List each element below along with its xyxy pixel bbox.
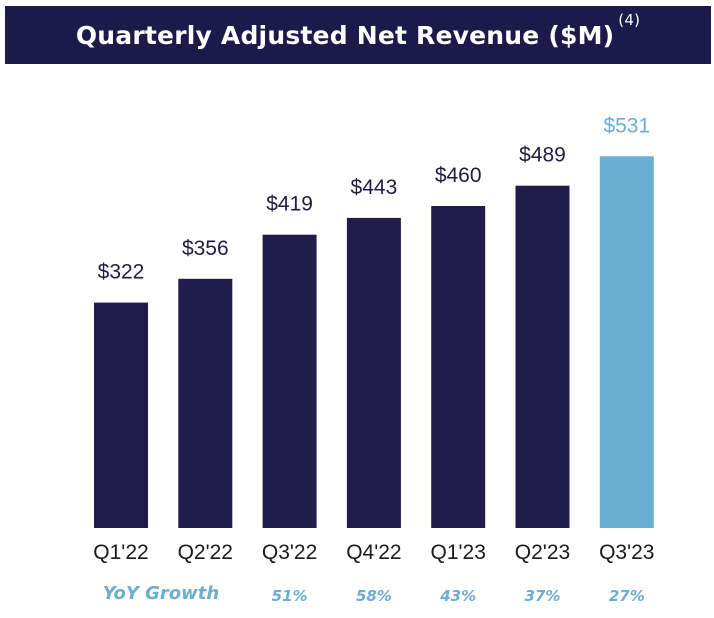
bar-value-label: $443	[351, 176, 398, 199]
bar-value-label: $531	[603, 114, 650, 137]
bar-value-label: $419	[266, 193, 313, 216]
bar	[599, 156, 654, 529]
x-tick-label: Q2'23	[515, 541, 570, 564]
x-tick-label: Q3'23	[599, 541, 654, 564]
chart-title-text: Quarterly Adjusted Net Revenue ($M)	[75, 20, 615, 50]
bar	[515, 185, 570, 528]
yoy-growth-value: 37%	[525, 587, 561, 605]
chart-title-footnote: (4)	[618, 10, 641, 29]
x-tick-label: Q3'22	[262, 541, 317, 564]
x-tick-label: Q4'22	[346, 541, 401, 564]
yoy-growth-title: YoY Growth	[103, 583, 219, 604]
x-tick-label: Q1'22	[93, 541, 148, 564]
yoy-growth-value: 27%	[609, 587, 645, 605]
x-tick-label: Q2'22	[178, 541, 233, 564]
chart-title: Quarterly Adjusted Net Revenue ($M) (4)	[75, 11, 640, 50]
bar	[178, 278, 233, 528]
yoy-growth-value: 51%	[272, 587, 308, 605]
bar	[346, 217, 401, 528]
x-tick-label: Q1'23	[431, 541, 486, 564]
bar	[431, 206, 486, 528]
yoy-growth-value: 58%	[356, 587, 392, 605]
bar-value-label: $356	[182, 237, 229, 260]
chart-title-bar: Quarterly Adjusted Net Revenue ($M) (4)	[5, 6, 711, 64]
bar	[262, 234, 317, 528]
bar-value-label: $460	[435, 164, 482, 187]
bar-value-label: $322	[98, 261, 145, 284]
bar	[94, 302, 148, 528]
yoy-growth-value: 43%	[439, 587, 476, 605]
bar-value-label: $489	[519, 144, 566, 167]
